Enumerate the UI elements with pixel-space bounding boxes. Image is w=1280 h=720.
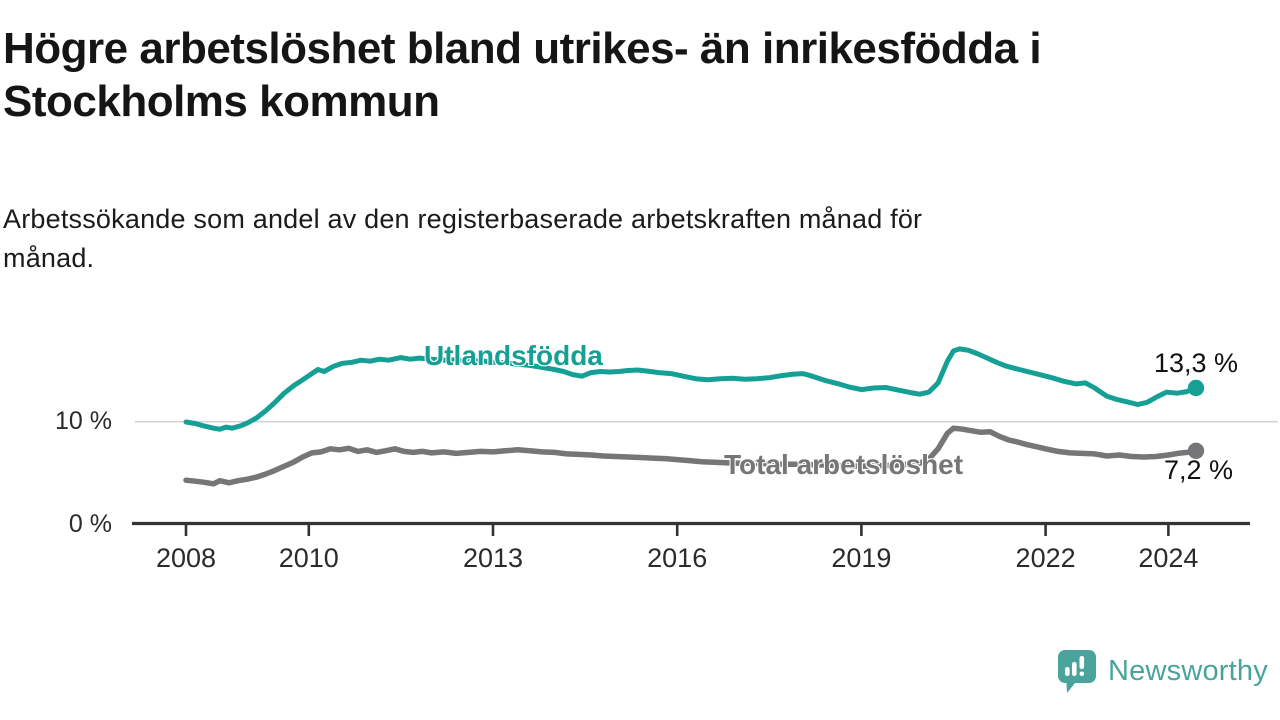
newsworthy-logo-text: Newsworthy bbox=[1108, 655, 1268, 687]
end-dot-utlandsfodda bbox=[1187, 379, 1205, 397]
end-dot-total bbox=[1187, 442, 1205, 459]
x-tick-label-2019: 2019 bbox=[831, 543, 892, 573]
chart-title-line2: Stockholms kommun bbox=[3, 77, 440, 126]
x-tick-label-2016: 2016 bbox=[647, 543, 708, 573]
series-label-total-arbetsloshet: Total arbetslöshet bbox=[724, 449, 964, 480]
end-value-label-utlandsfodda: 13,3 % bbox=[1153, 348, 1238, 378]
x-tick-label-2022: 2022 bbox=[1015, 543, 1076, 573]
series-label-utlandsfodda: Utlandsfödda bbox=[424, 340, 603, 371]
series-line-utlandsfodda bbox=[183, 346, 1199, 432]
x-tick-label-2008: 2008 bbox=[155, 543, 217, 573]
chart-title-line1: Högre arbetslöshet bland utrikes- än inr… bbox=[3, 24, 1042, 73]
x-tick-label-2013: 2013 bbox=[462, 543, 524, 573]
chart-title: Högre arbetslöshet bland utrikes- än inr… bbox=[3, 22, 1248, 128]
y-axis-label-0-percent: 0 % bbox=[68, 510, 112, 538]
newsworthy-logo: Newsworthy bbox=[1056, 648, 1268, 695]
chart-subtitle-line2: månad. bbox=[3, 243, 95, 273]
y-axis-label-10-percent: 10 % bbox=[55, 407, 112, 435]
x-axis-ticks bbox=[184, 524, 1170, 536]
x-tick-label-2024: 2024 bbox=[1138, 543, 1199, 573]
end-value-label-total-arbetsloshet: 7,2 % bbox=[1163, 455, 1233, 485]
newsworthy-speech-bubble-chart-icon bbox=[1058, 650, 1096, 693]
chart-subtitle: Arbetssökande som andel av den registerb… bbox=[3, 200, 1203, 278]
chart-subtitle-line1: Arbetssökande som andel av den registerb… bbox=[3, 204, 923, 234]
x-tick-label-2010: 2010 bbox=[278, 543, 339, 573]
series-line-total-arbetsloshet bbox=[183, 425, 1199, 487]
